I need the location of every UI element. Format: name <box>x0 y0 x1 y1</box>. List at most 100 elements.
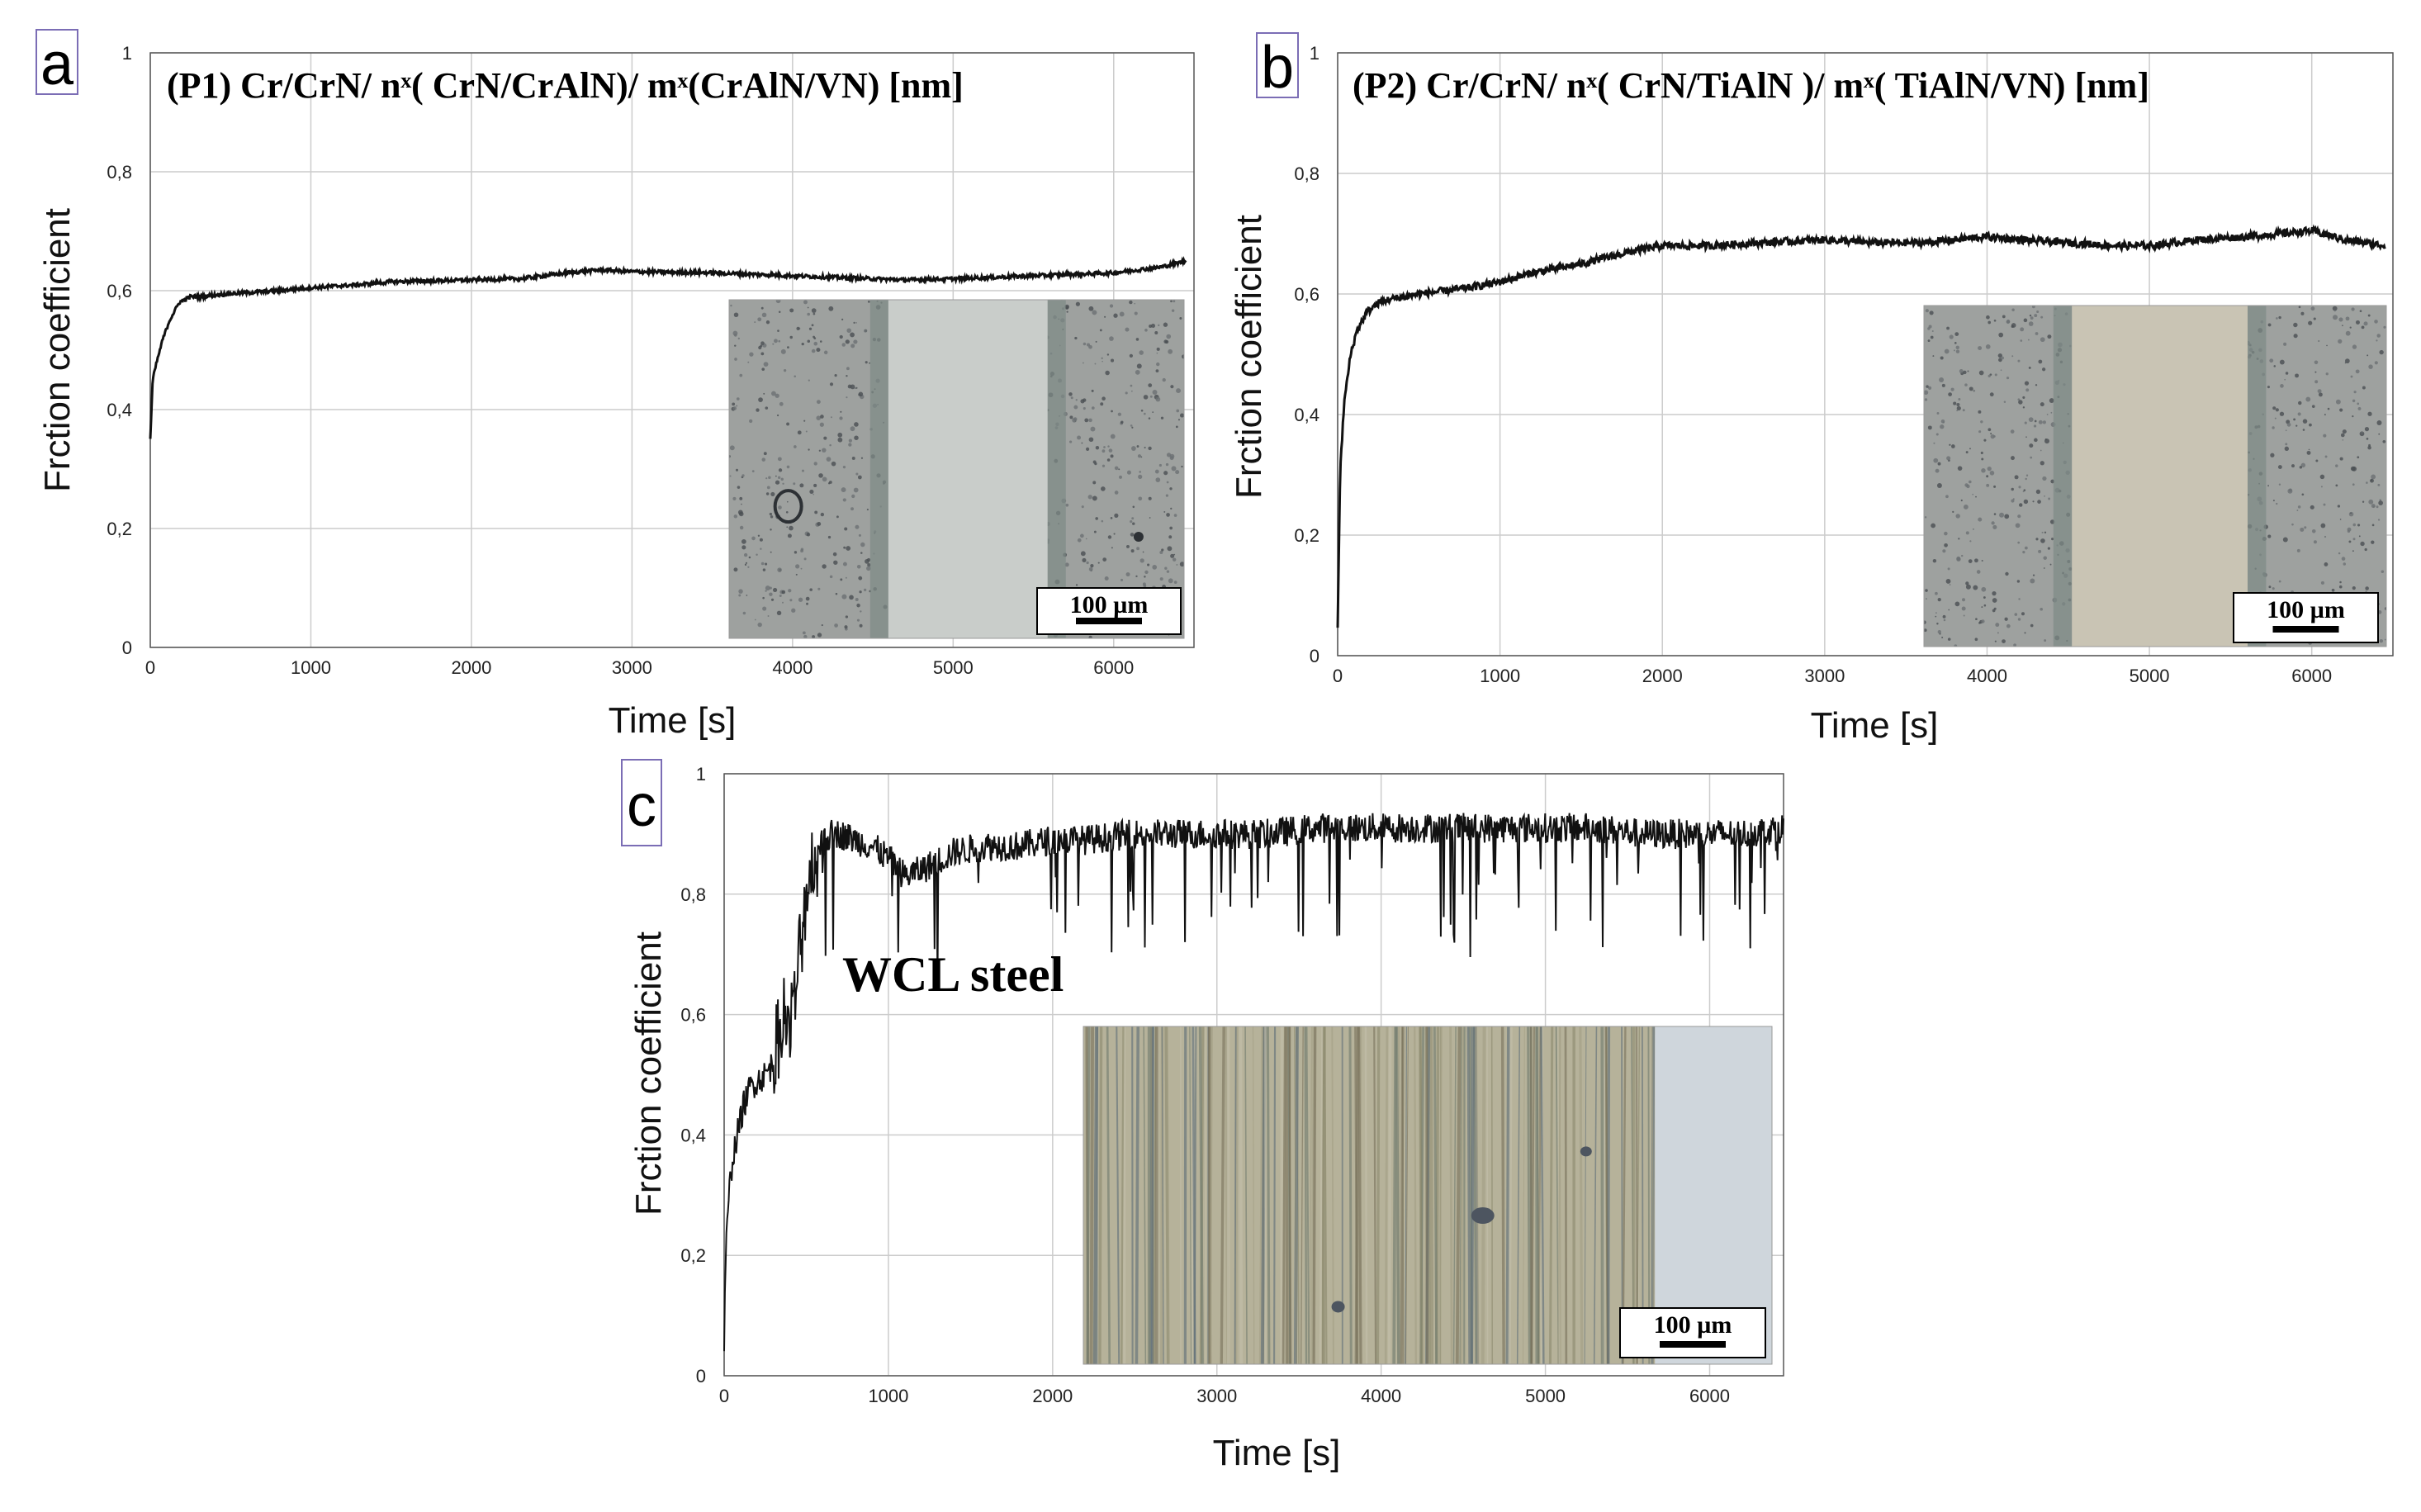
surface-pore <box>2285 443 2288 446</box>
surface-pore <box>1075 584 1078 586</box>
surface-pore <box>1171 466 1177 472</box>
surface-pore <box>816 348 821 353</box>
y-tick-label: 0,8 <box>107 162 132 182</box>
y-tick-label: 0,2 <box>107 519 132 539</box>
wear-groove <box>1209 1026 1213 1364</box>
surface-pore <box>1969 540 1972 543</box>
surface-pore <box>772 343 775 345</box>
x-tick-label: 3000 <box>1804 666 1845 686</box>
surface-pore <box>1166 334 1172 339</box>
surface-pore <box>1152 390 1158 395</box>
scale-bar <box>1076 618 1142 624</box>
surface-pore <box>2025 388 2030 392</box>
surface-pore <box>1068 392 1073 396</box>
surface-pore <box>1928 386 1932 390</box>
surface-pore <box>2320 486 2323 488</box>
surface-pore <box>1114 466 1119 471</box>
surface-pore <box>1972 528 1974 530</box>
surface-pore <box>1994 373 1997 377</box>
surface-pore <box>2003 401 2006 403</box>
surface-pore <box>1981 619 1985 623</box>
surface-pore <box>2382 439 2386 443</box>
inset-micrograph <box>1083 1026 1772 1364</box>
surface-pore <box>858 576 863 581</box>
surface-pore <box>739 496 743 500</box>
surface-pore <box>2044 531 2047 533</box>
surface-pore <box>1137 454 1142 458</box>
y-axis-label: Frction coefficient <box>1229 215 1269 499</box>
surface-pore <box>1152 565 1158 570</box>
surface-pore <box>1131 426 1134 429</box>
surface-pore <box>2017 514 2021 519</box>
y-tick-label: 0,2 <box>1294 525 1319 546</box>
surface-pore <box>827 535 831 539</box>
surface-pore <box>747 361 750 363</box>
wear-groove <box>1193 1026 1197 1364</box>
surface-pore <box>1944 531 1948 536</box>
surface-pore <box>822 476 827 482</box>
surface-pore <box>2372 505 2376 508</box>
surface-pore <box>777 329 779 332</box>
surface-pore <box>2046 414 2049 415</box>
surface-pore <box>2020 339 2023 342</box>
surface-pore <box>848 443 852 447</box>
surface-pore <box>1134 302 1136 305</box>
wear-groove <box>1401 1026 1405 1364</box>
surface-pore <box>2352 586 2356 590</box>
surface-pore <box>1164 566 1168 570</box>
surface-pore <box>760 352 765 356</box>
surface-pore <box>850 507 854 511</box>
surface-pore <box>2357 406 2362 410</box>
surface-pore <box>786 526 789 528</box>
x-axis-label: Time [s] <box>1811 705 1939 746</box>
surface-pore <box>839 334 843 339</box>
surface-pore <box>1964 383 1968 386</box>
surface-pore <box>2023 489 2026 491</box>
surface-pore <box>765 590 767 592</box>
surface-pore <box>1955 514 1960 519</box>
surface-pore <box>2010 429 2015 434</box>
surface-pore <box>851 494 855 499</box>
wear-groove <box>1527 1026 1531 1364</box>
surface-pore <box>1950 444 1955 448</box>
surface-pore <box>866 509 869 511</box>
surface-pore <box>2377 519 2381 521</box>
surface-pore <box>1065 503 1069 507</box>
surface-pore <box>1949 334 1954 339</box>
surface-pore <box>1990 434 1995 439</box>
surface-pore <box>2302 419 2308 424</box>
surface-pore <box>813 337 817 339</box>
surface-pore <box>732 496 737 501</box>
surface-pore <box>1953 401 1957 405</box>
surface-pore <box>756 553 758 556</box>
surface-pore <box>2352 466 2357 472</box>
wear-groove <box>1373 1026 1377 1364</box>
surface-pore <box>1935 591 1938 595</box>
surface-pore <box>829 575 833 579</box>
surface-pore <box>1144 446 1146 449</box>
surface-pore <box>2359 310 2362 313</box>
x-tick-label: 1000 <box>868 1386 908 1406</box>
surface-pore <box>2028 417 2034 423</box>
surface-pore <box>2338 585 2343 589</box>
surface-pore <box>2306 450 2311 455</box>
surface-pore <box>738 594 741 597</box>
surface-pore <box>2015 523 2021 528</box>
surface-pore <box>1173 514 1177 517</box>
surface-pore <box>1144 329 1148 332</box>
surface-pore <box>1148 383 1153 387</box>
surface-pore <box>2024 546 2028 550</box>
surface-pore <box>1092 481 1097 485</box>
surface-pore <box>2049 563 2052 566</box>
surface-pore <box>1156 347 1160 351</box>
surface-pore <box>816 415 821 420</box>
surface-pore <box>2342 325 2343 327</box>
surface-pore <box>777 457 782 462</box>
surface-pore <box>775 475 777 477</box>
surface-pore <box>1963 614 1965 617</box>
x-tick-label: 0 <box>719 1386 729 1406</box>
surface-pore <box>1991 521 1995 525</box>
surface-pore <box>1158 463 1162 467</box>
surface-pore <box>2338 317 2343 322</box>
surface-pore <box>1149 517 1151 519</box>
